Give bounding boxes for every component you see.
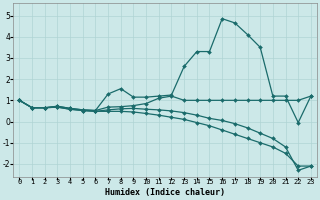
X-axis label: Humidex (Indice chaleur): Humidex (Indice chaleur) [105, 188, 225, 197]
